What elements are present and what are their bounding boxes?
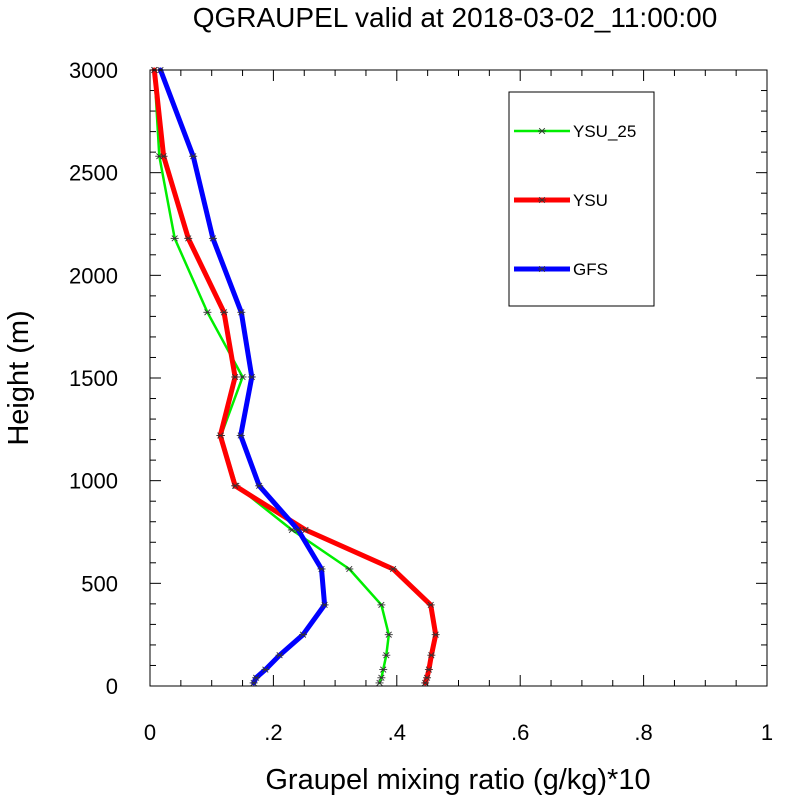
data-point: [231, 373, 240, 381]
series-line: [153, 68, 391, 685]
data-point: [261, 666, 270, 673]
y-axis-label: Height (m): [3, 310, 35, 445]
legend-label: GFS: [573, 260, 608, 279]
data-point: [320, 601, 329, 609]
legend-item: YSU: [514, 191, 608, 210]
data-point: [379, 666, 388, 673]
x-tick-label: .4: [388, 720, 406, 745]
data-point: [375, 679, 384, 687]
y-tick-label: 1000: [69, 469, 118, 494]
y-tick-label: 3000: [69, 58, 118, 83]
data-point: [421, 679, 430, 687]
x-tick-labels: 0 .2 .4 .6 .8 1: [144, 720, 773, 745]
data-point: [382, 652, 391, 659]
y-tick-label: 2000: [69, 263, 118, 288]
y-tick-label: 0: [106, 674, 118, 699]
data-point: [208, 235, 217, 242]
data-point: [170, 235, 179, 242]
legend-marker: [538, 127, 546, 135]
data-point: [426, 601, 435, 609]
data-point: [389, 565, 398, 573]
data-point: [252, 674, 261, 681]
legend: YSU_25 YSU GFS: [508, 91, 655, 307]
data-point: [377, 674, 386, 681]
x-tick-label: .6: [511, 720, 529, 745]
y-tick-label: 500: [81, 571, 118, 596]
data-point: [377, 601, 386, 609]
data-point: [220, 309, 229, 316]
data-point: [189, 153, 198, 160]
data-point: [275, 652, 284, 659]
data-point: [184, 235, 193, 242]
data-point: [301, 526, 310, 534]
legend-item: YSU_25: [514, 122, 636, 141]
data-point: [247, 373, 256, 381]
y-tick-label: 1500: [69, 366, 118, 391]
data-point: [384, 631, 393, 638]
chart-title: QGRAUPEL valid at 2018-03-02_11:00:00: [193, 2, 718, 33]
data-point: [294, 526, 303, 534]
legend-marker: [538, 265, 546, 273]
data-point: [427, 652, 436, 659]
data-point: [299, 631, 308, 638]
data-point: [431, 631, 440, 638]
series-ysu-25: [150, 66, 393, 687]
data-point: [255, 482, 264, 489]
plot-frame: [149, 69, 768, 687]
data-point: [238, 373, 247, 381]
data-point: [424, 666, 433, 673]
data-point: [159, 153, 168, 160]
legend-label: YSU_25: [573, 122, 636, 141]
data-point: [317, 565, 326, 573]
data-point: [237, 309, 246, 316]
data-point: [423, 674, 432, 681]
data-point: [345, 565, 354, 573]
legend-label: YSU: [573, 191, 608, 210]
y-tick-label: 2500: [69, 161, 118, 186]
data-point: [249, 679, 258, 687]
x-tick-label: 0: [144, 720, 156, 745]
x-tick-label: .8: [634, 720, 652, 745]
series-gfs: [156, 66, 329, 687]
data-point: [231, 482, 240, 489]
y-tick-labels: 0 500 1000 1500 2000 2500 3000: [69, 58, 118, 699]
data-point: [216, 432, 225, 439]
series-layer: [150, 66, 440, 687]
series-ysu: [150, 66, 440, 687]
legend-marker: [538, 196, 546, 204]
legend-item: GFS: [514, 260, 608, 279]
x-tick-label: 1: [761, 720, 773, 745]
x-tick-label: .2: [264, 720, 282, 745]
x-axis-label: Graupel mixing ratio (g/kg)*10: [265, 764, 650, 796]
data-point: [203, 309, 212, 316]
data-point: [236, 432, 245, 439]
